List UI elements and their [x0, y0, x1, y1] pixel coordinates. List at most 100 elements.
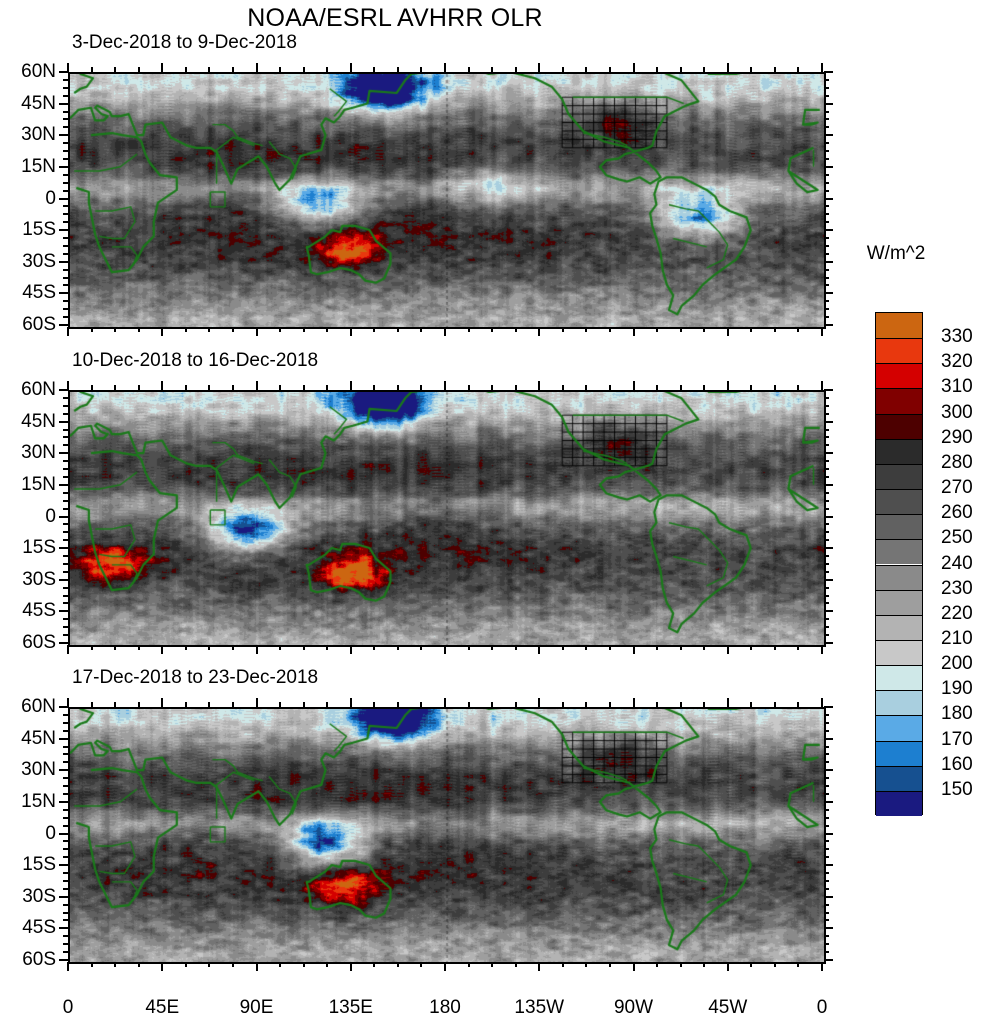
- axis-tick: [63, 721, 68, 724]
- axis-tick: [63, 745, 68, 748]
- colorbar[interactable]: [875, 312, 923, 816]
- axis-tick: [726, 645, 729, 654]
- axis-tick: [396, 385, 399, 390]
- axis-tick: [824, 642, 833, 644]
- axis-tick: [824, 507, 829, 510]
- axis-tick: [750, 327, 753, 332]
- axis-tick: [184, 702, 187, 707]
- axis-tick: [63, 753, 68, 756]
- y-axis-label: 45S: [22, 600, 56, 622]
- axis-tick: [824, 610, 833, 613]
- axis-tick: [824, 872, 829, 875]
- axis-tick: [656, 67, 659, 72]
- axis-tick: [561, 67, 564, 72]
- axis-tick: [59, 134, 68, 137]
- y-axis-label: 45N: [21, 410, 56, 432]
- axis-tick: [824, 157, 829, 160]
- y-axis-label: 60N: [21, 61, 56, 82]
- axis-tick: [824, 292, 833, 295]
- axis-tick: [208, 702, 211, 707]
- axis-tick: [773, 385, 776, 390]
- axis-tick: [63, 531, 68, 534]
- axis-tick: [302, 702, 305, 707]
- axis-tick: [824, 531, 829, 534]
- axis-tick: [67, 327, 69, 336]
- axis-tick: [67, 698, 69, 707]
- axis-tick: [679, 962, 682, 967]
- axis-tick: [632, 327, 635, 336]
- axis-tick: [824, 110, 829, 113]
- axis-tick: [67, 381, 69, 390]
- axis-tick: [824, 452, 833, 455]
- axis-tick: [585, 645, 588, 650]
- axis-tick: [373, 327, 376, 332]
- axis-tick: [63, 444, 68, 447]
- axis-tick: [824, 468, 829, 471]
- axis-tick: [824, 126, 829, 129]
- map-plot-area-1[interactable]: [68, 72, 826, 329]
- axis-tick: [824, 562, 829, 565]
- colorbar-band-divider: [876, 665, 922, 667]
- axis-tick: [824, 729, 829, 732]
- axis-tick: [585, 385, 588, 390]
- axis-tick: [656, 385, 659, 390]
- axis-tick: [538, 327, 541, 336]
- axis-tick: [373, 67, 376, 72]
- axis-tick: [326, 702, 329, 707]
- axis-tick: [63, 879, 68, 882]
- axis-tick: [750, 702, 753, 707]
- axis-tick: [824, 777, 829, 780]
- colorbar-band: [876, 715, 922, 741]
- colorbar-band: [876, 765, 922, 791]
- axis-tick: [63, 840, 68, 843]
- axis-tick: [59, 769, 68, 772]
- colorbar-band: [876, 564, 922, 590]
- axis-tick: [467, 327, 470, 332]
- axis-tick: [63, 157, 68, 160]
- axis-tick: [161, 327, 164, 336]
- axis-tick: [726, 327, 729, 336]
- axis-tick: [114, 645, 117, 650]
- axis-tick: [373, 962, 376, 967]
- axis-tick: [396, 67, 399, 72]
- map-plot-area-3[interactable]: [68, 707, 826, 964]
- axis-tick: [585, 67, 588, 72]
- axis-tick: [63, 539, 68, 542]
- axis-tick: [824, 555, 829, 558]
- axis-tick: [137, 385, 140, 390]
- colorbar-band: [876, 388, 922, 414]
- axis-tick: [63, 396, 68, 399]
- axis-tick: [538, 698, 541, 707]
- axis-tick: [824, 769, 833, 772]
- axis-tick: [59, 864, 68, 867]
- axis-tick: [824, 745, 829, 748]
- axis-tick: [114, 962, 117, 967]
- axis-tick: [231, 327, 234, 332]
- axis-tick: [824, 959, 833, 961]
- axis-tick: [137, 962, 140, 967]
- y-axis-label: 15N: [21, 473, 56, 495]
- axis-tick: [63, 94, 68, 97]
- axis-tick: [161, 962, 164, 971]
- axis-tick: [326, 67, 329, 72]
- axis-tick: [444, 63, 446, 72]
- axis-tick: [90, 385, 93, 390]
- axis-tick: [824, 268, 829, 271]
- axis-tick: [420, 385, 423, 390]
- axis-tick: [491, 962, 494, 967]
- map-plot-area-2[interactable]: [68, 390, 826, 647]
- colorbar-band-divider: [876, 338, 922, 340]
- colorbar-tick-label: 150: [941, 778, 973, 800]
- axis-tick: [63, 935, 68, 938]
- axis-tick: [824, 316, 829, 319]
- axis-tick: [703, 702, 706, 707]
- axis-tick: [137, 327, 140, 332]
- axis-tick: [63, 110, 68, 113]
- axis-tick: [63, 126, 68, 129]
- axis-tick: [59, 800, 68, 803]
- x-axis-label: 0: [816, 997, 828, 1018]
- axis-tick: [824, 213, 829, 216]
- axis-tick: [585, 327, 588, 332]
- axis-tick: [63, 602, 68, 605]
- axis-tick: [608, 385, 611, 390]
